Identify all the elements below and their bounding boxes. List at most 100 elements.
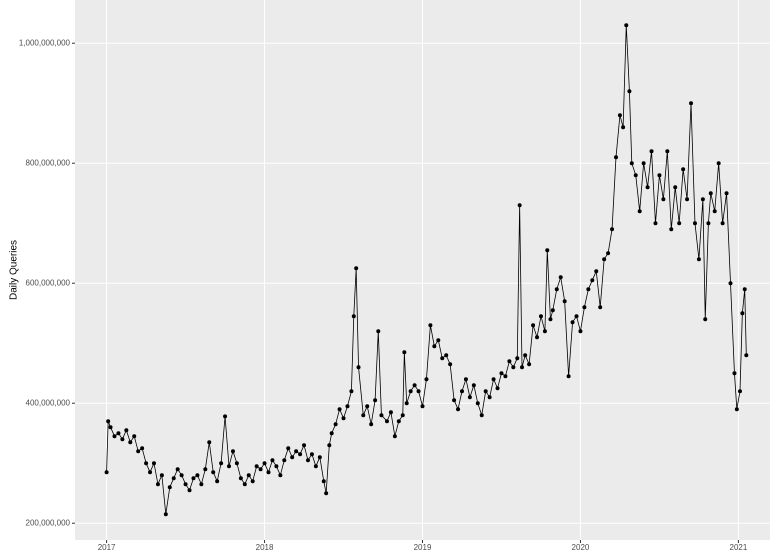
y-axis-label: Daily Queries [9,240,20,300]
data-point [737,389,742,394]
data-point [416,389,421,394]
data-point [400,413,405,418]
data-point [136,449,141,454]
data-point [396,419,401,424]
data-point [669,227,674,232]
y-tick-label: 1,000,000,000 [19,38,71,47]
data-point [677,221,682,226]
data-point [404,401,409,406]
data-point [610,227,615,232]
data-point [432,344,437,349]
data-point [361,413,366,418]
data-point [621,125,626,130]
data-point [238,476,243,481]
data-point [298,452,303,457]
data-point [258,467,263,472]
data-point [408,389,413,394]
data-point [345,404,350,409]
data-point [183,482,188,487]
data-point [420,404,425,409]
data-point [712,209,717,214]
data-point [199,482,204,487]
data-point [523,353,528,358]
data-point [548,317,553,322]
data-point [329,431,334,436]
data-point [598,305,603,310]
data-point [586,287,591,292]
data-point [128,440,133,445]
data-point [734,407,739,412]
data-point [491,377,496,382]
data-point [681,167,686,172]
data-point [151,461,156,466]
data-point [302,443,307,448]
data-point [223,414,228,419]
data-point [696,257,701,262]
data-point [384,419,389,424]
data-point [708,191,713,196]
data-point [515,356,520,361]
data-point [234,461,239,466]
data-point [673,185,678,190]
data-point [195,473,200,478]
data-point [483,389,488,394]
data-point [590,278,595,283]
data-point [278,473,283,478]
data-point [354,266,359,271]
data-point [459,389,464,394]
data-point [424,377,429,382]
data-point [402,350,407,355]
data-point [629,161,634,166]
data-point [499,371,504,376]
data-point [740,311,745,316]
data-point [665,149,670,154]
data-point [270,458,275,463]
y-tick-label: 800,000,000 [26,158,71,167]
data-point [471,383,476,388]
data-point [452,398,457,403]
data-point [108,425,113,430]
data-point [246,473,251,478]
data-point [388,410,393,415]
data-point [692,221,697,226]
data-point [274,464,279,469]
data-point [742,287,747,292]
data-point [392,434,397,439]
data-point [116,431,121,436]
data-point [456,407,461,412]
data-point [728,281,733,286]
data-point [369,422,374,427]
data-point [207,440,212,445]
data-point [633,173,638,178]
x-tick-label: 2021 [730,543,748,552]
data-point [365,404,370,409]
data-point [570,320,575,325]
data-point [507,359,512,364]
data-point [720,221,725,226]
data-point [550,308,555,313]
data-point [574,314,579,319]
data-point [266,470,271,475]
data-point [511,365,516,370]
data-point [294,449,299,454]
data-point [313,464,318,469]
data-point [132,434,137,439]
data-point [744,353,749,358]
data-point [545,248,550,253]
data-point [159,473,164,478]
data-point [286,446,291,451]
data-point [503,374,508,379]
data-point [558,275,563,280]
x-tick-label: 2017 [98,543,116,552]
data-point [104,470,109,475]
data-point [724,191,729,196]
data-point [219,461,224,466]
data-point [155,482,160,487]
data-point [661,197,666,202]
data-point [685,197,690,202]
data-point [703,317,708,322]
data-point [606,251,611,256]
data-point [602,257,607,262]
data-point [351,314,356,319]
